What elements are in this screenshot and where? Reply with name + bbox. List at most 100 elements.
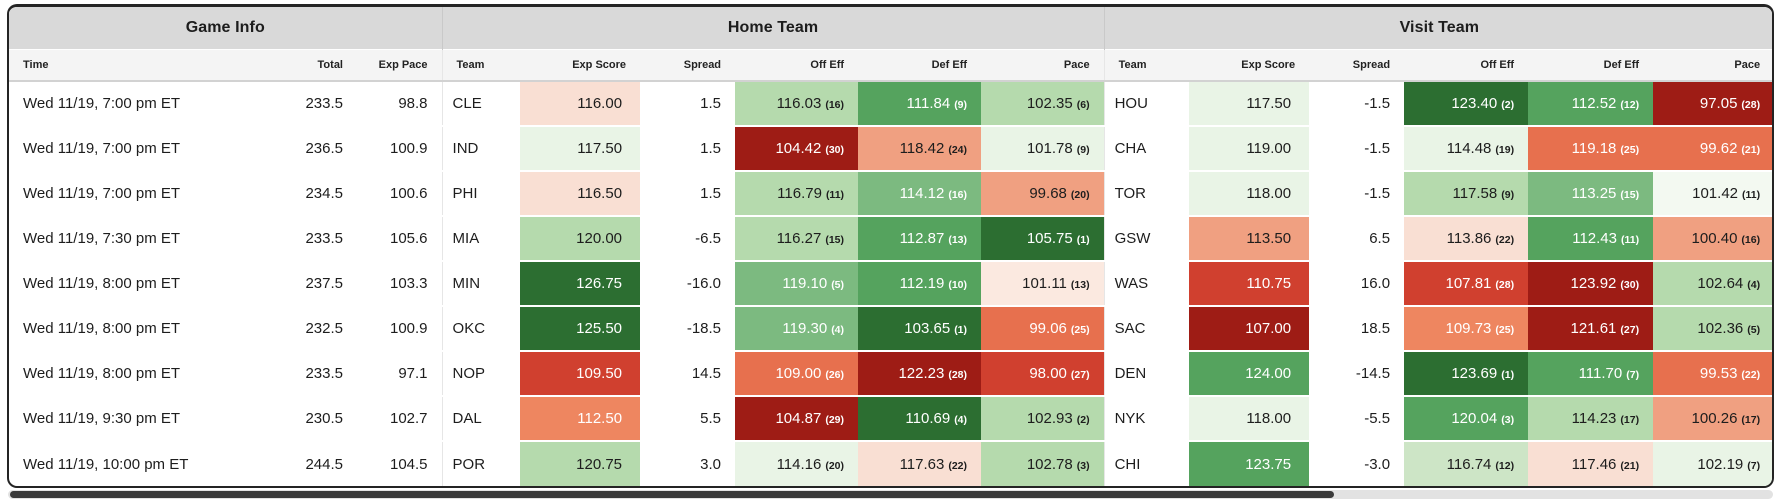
home-pace-cell: 102.78 (3): [981, 440, 1105, 486]
cell-rank: (30): [825, 144, 845, 156]
visit-exp-score-cell: 107.00: [1189, 305, 1310, 351]
game-row: Wed 11/19, 8:00 pm ET 233.5 97.1 NOP 109…: [9, 350, 1772, 396]
cell-value: 123.75: [1245, 455, 1292, 473]
visit-spread-cell: -1.5: [1364, 95, 1391, 112]
cell-rank: (12): [1495, 459, 1515, 472]
visit-off-eff-cell: 114.48 (19): [1404, 125, 1529, 171]
col-header-visit-def-eff: Def Eff: [1528, 48, 1654, 82]
cell-value: 97.05: [1699, 95, 1738, 112]
col-header-visit-spread: Spread: [1309, 48, 1405, 82]
cell-rank: (11): [1620, 234, 1640, 246]
cell-value: 102.36: [1697, 320, 1744, 337]
total-cell: 232.5: [279, 305, 357, 351]
cell-value: 118.00: [1246, 410, 1292, 427]
cell-value: 116.50: [577, 185, 623, 202]
cell-value: 117.50: [577, 140, 623, 157]
cell-rank: (2): [1501, 99, 1515, 111]
game-row: Wed 11/19, 9:30 pm ET 230.5 102.7 DAL 11…: [9, 395, 1772, 441]
visit-off-eff-cell: 117.58 (9): [1404, 170, 1529, 216]
cell-value: 117.58: [1452, 185, 1498, 202]
group-header-game-info: Game Info: [9, 7, 443, 49]
cell-value: 116.27: [776, 230, 822, 247]
exp-pace-cell: 102.7: [357, 395, 443, 441]
col-header-home-off-eff: Off Eff: [735, 48, 859, 82]
col-header-time: Time: [9, 48, 279, 82]
visit-off-eff-cell: 109.73 (25): [1404, 305, 1529, 351]
cell-rank: (20): [825, 459, 845, 472]
visit-off-eff-cell: 123.69 (1): [1404, 350, 1529, 396]
visit-off-eff-cell: 120.04 (3): [1404, 395, 1529, 441]
cell-value: 113.86: [1446, 230, 1492, 247]
visit-pace-cell: 99.53 (22): [1653, 350, 1772, 396]
home-spread-cell: 3.0: [640, 440, 736, 486]
cell-value: 123.69: [1451, 365, 1498, 382]
col-header-exp-pace: Exp Pace: [357, 48, 443, 82]
cell-value: 110.69: [905, 410, 951, 427]
horizontal-scrollbar-thumb[interactable]: [10, 491, 1334, 498]
total-cell: 233.5: [279, 215, 357, 261]
home-spread-cell: 14.5: [640, 350, 736, 396]
cell-rank: (9): [1076, 144, 1090, 156]
home-pace-cell: 98.00 (27): [981, 350, 1105, 396]
visit-exp-score-cell: 124.00: [1189, 350, 1310, 396]
cell-value: 117.50: [1246, 95, 1292, 112]
group-header-visit-team: Visit Team: [1103, 7, 1772, 49]
cell-value: 119.18: [1571, 140, 1617, 157]
cell-rank: (1): [1501, 369, 1515, 381]
cell-value: 102.19: [1697, 455, 1744, 473]
cell-rank: (4): [1747, 279, 1761, 291]
visit-pace-cell: 101.42 (11): [1653, 170, 1772, 216]
cell-value: 114.12: [899, 185, 945, 202]
cell-value: 120.04: [1451, 410, 1498, 427]
cell-value: 116.79: [777, 185, 822, 202]
cell-value: 114.48: [1446, 140, 1492, 157]
games-table-card: Game Info Home Team Visit Team Time Tota…: [7, 4, 1774, 488]
cell-rank: (6): [1076, 99, 1090, 111]
visit-def-eff-cell: 117.46 (21): [1528, 440, 1654, 486]
cell-value: 101.11: [1022, 275, 1067, 292]
exp-pace-cell: 103.3: [357, 260, 443, 306]
visit-def-eff-cell: 112.52 (12): [1528, 81, 1654, 126]
cell-value: 112.50: [577, 410, 623, 427]
home-team-cell: MIN: [441, 260, 521, 306]
visit-def-eff-cell: 119.18 (25): [1528, 125, 1654, 171]
home-spread-cell: -18.5: [640, 305, 736, 351]
visit-team-cell: WAS: [1103, 260, 1190, 306]
visit-def-eff-cell: 121.61 (27): [1528, 305, 1654, 351]
cell-rank: (9): [1501, 189, 1515, 201]
total-cell: 234.5: [279, 170, 357, 216]
cell-value: 119.30: [782, 320, 828, 337]
visit-exp-score-cell: 110.75: [1189, 260, 1310, 306]
visit-team-cell: NYK: [1103, 395, 1190, 441]
cell-value: 116.03: [776, 95, 822, 112]
cell-rank: (3): [1501, 414, 1515, 426]
cell-rank: (10): [948, 279, 968, 291]
exp-pace-cell: 100.9: [357, 305, 443, 351]
visit-def-eff-cell: 114.23 (17): [1528, 395, 1654, 441]
cell-rank: (7): [1626, 369, 1640, 381]
cell-value: 104.42: [775, 140, 822, 157]
home-team-cell: PHI: [441, 170, 521, 216]
cell-value: 105.75: [1026, 230, 1073, 247]
cell-value: 111.84: [906, 95, 951, 112]
home-spread-cell: 1.5: [640, 170, 736, 216]
visit-exp-score-cell: 118.00: [1189, 170, 1310, 216]
cell-value: 99.06: [1029, 320, 1067, 337]
home-def-eff-cell: 114.12 (16): [858, 170, 982, 216]
home-pace-cell: 101.11 (13): [981, 260, 1105, 306]
cell-rank: (16): [825, 99, 845, 111]
visit-team-cell: CHA: [1103, 125, 1190, 171]
cell-rank: (7): [1747, 459, 1761, 472]
visit-exp-score-cell: 123.75: [1189, 440, 1310, 486]
visit-spread-cell: -14.5: [1309, 350, 1405, 396]
col-header-total: Total: [279, 48, 357, 82]
cell-rank: (25): [1495, 324, 1515, 336]
cell-rank: (13): [948, 234, 968, 246]
total-cell: 230.5: [279, 395, 357, 441]
cell-rank: (17): [1741, 414, 1761, 426]
time-cell: Wed 11/19, 8:00 pm ET: [9, 350, 279, 396]
horizontal-scrollbar[interactable]: [8, 490, 1773, 499]
cell-value: 112.52: [1571, 95, 1617, 112]
cell-value: 121.61: [1570, 320, 1617, 337]
exp-pace-cell: 100.9: [357, 125, 443, 171]
